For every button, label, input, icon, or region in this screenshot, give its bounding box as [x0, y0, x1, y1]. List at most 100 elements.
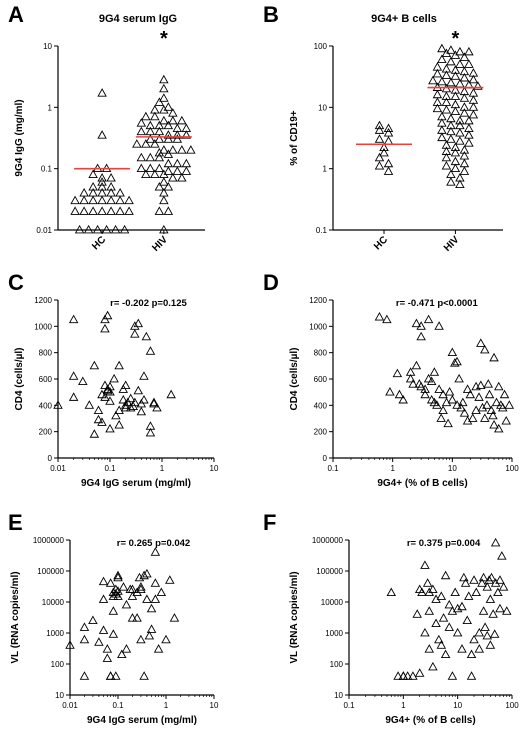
data-point-triangle — [441, 70, 452, 79]
data-point-triangle — [431, 618, 441, 628]
data-point-triangle — [117, 649, 127, 659]
data-point-triangle — [119, 224, 130, 234]
data-point-triangle — [432, 103, 443, 113]
data-point-triangle — [450, 71, 461, 80]
data-point-triangle — [149, 398, 159, 408]
data-point-triangle — [97, 88, 107, 97]
data-point-triangle — [438, 389, 448, 399]
data-point-triangle — [79, 195, 89, 205]
data-point-triangle — [414, 668, 425, 677]
data-point-triangle — [142, 594, 152, 603]
data-point-triangle — [163, 182, 174, 191]
data-point-triangle — [450, 106, 461, 116]
data-point-triangle — [120, 380, 131, 389]
data-point-triangle — [106, 195, 116, 205]
data-point-triangle — [450, 163, 461, 173]
data-point-triangle — [383, 136, 394, 145]
data-point-triangle — [469, 634, 479, 644]
significance-star: * — [160, 28, 168, 50]
y-axis-label: % of CD19+ — [289, 110, 300, 165]
data-point-triangle — [455, 59, 465, 68]
data-point-triangle — [450, 147, 461, 157]
data-point-triangle — [110, 224, 121, 234]
data-point-triangle — [97, 182, 107, 191]
y-tick-label: 1000000 — [33, 536, 65, 545]
data-point-triangle — [78, 376, 88, 386]
data-point-triangle — [139, 570, 149, 580]
data-point-triangle — [105, 423, 115, 433]
y-axis-label: VL (RNA copies/ml) — [289, 571, 300, 663]
data-point-triangle — [102, 644, 113, 653]
data-point-triangle — [97, 177, 107, 186]
data-point-triangle — [437, 125, 447, 134]
data-point-triangle — [150, 111, 160, 121]
data-point-triangle — [106, 206, 116, 215]
data-point-triangle — [374, 311, 385, 321]
y-tick-label: 100 — [51, 660, 65, 669]
data-point-triangle — [106, 173, 116, 182]
data-point-triangle — [480, 413, 490, 422]
data-point-triangle — [428, 75, 438, 85]
data-point-triangle — [383, 123, 394, 132]
data-point-triangle — [459, 52, 470, 61]
y-tick-label: 1000000 — [312, 536, 344, 545]
data-point-triangle — [485, 594, 496, 603]
data-point-triangle — [88, 169, 98, 178]
y-tick-label: 10000 — [321, 598, 344, 607]
data-point-triangle — [428, 584, 438, 594]
data-point-triangle — [159, 105, 169, 114]
data-point-triangle — [490, 578, 501, 587]
data-point-triangle — [440, 649, 451, 659]
data-point-triangle — [482, 582, 492, 591]
data-point-triangle — [114, 405, 124, 414]
y-tick-label: 10000 — [42, 598, 65, 607]
x-category-label: HC — [90, 234, 108, 252]
x-axis-label: 9G4+ (% of B cells) — [377, 478, 467, 489]
data-point-triangle — [101, 224, 112, 234]
data-point-triangle — [455, 120, 465, 130]
data-point-triangle — [466, 671, 477, 680]
data-point-triangle — [159, 195, 169, 205]
data-point-triangle — [163, 134, 174, 143]
data-point-triangle — [150, 547, 161, 556]
x-tick-label: 10 — [448, 464, 457, 473]
data-point-triangle — [130, 397, 140, 407]
data-point-triangle — [132, 587, 142, 597]
data-point-triangle — [79, 634, 90, 644]
data-point-triangle — [462, 384, 473, 393]
data-point-triangle — [459, 145, 470, 154]
data-point-triangle — [141, 111, 151, 121]
data-point-triangle — [113, 591, 123, 600]
data-point-triangle — [441, 48, 452, 58]
data-point-triangle — [136, 118, 147, 127]
data-point-triangle — [490, 537, 501, 547]
data-point-triangle — [483, 379, 494, 388]
data-point-triangle — [105, 387, 115, 396]
x-tick-label: 10 — [453, 701, 462, 710]
data-point-triangle — [105, 396, 115, 405]
data-point-triangle — [474, 627, 485, 637]
x-tick-label: 10 — [210, 464, 219, 473]
data-point-triangle — [97, 130, 107, 139]
data-point-triangle — [436, 591, 447, 600]
x-tick-label: 10 — [210, 701, 219, 710]
data-point-triangle — [450, 587, 460, 597]
data-point-triangle — [114, 419, 124, 429]
data-point-triangle — [441, 152, 452, 162]
panel-e-scatter: 10 100 1000 10000 100000 1000000 VL (RNA copie… — [10, 536, 219, 726]
panel-letter-b: B — [263, 2, 279, 27]
data-point-triangle — [133, 318, 144, 328]
data-point-triangle — [100, 380, 110, 389]
data-point-triangle — [432, 68, 443, 78]
data-point-triangle — [105, 671, 116, 680]
data-point-triangle — [125, 393, 136, 403]
y-tick-label: 1000 — [325, 629, 343, 638]
data-point-triangle — [455, 46, 465, 56]
data-point-triangle — [450, 91, 461, 100]
data-point-triangle — [471, 405, 481, 414]
data-point-triangle — [84, 400, 95, 409]
x-tick-label: 1 — [164, 701, 169, 710]
data-point-triangle — [141, 331, 152, 341]
data-point-triangle — [142, 568, 152, 578]
data-point-triangle — [152, 402, 162, 412]
